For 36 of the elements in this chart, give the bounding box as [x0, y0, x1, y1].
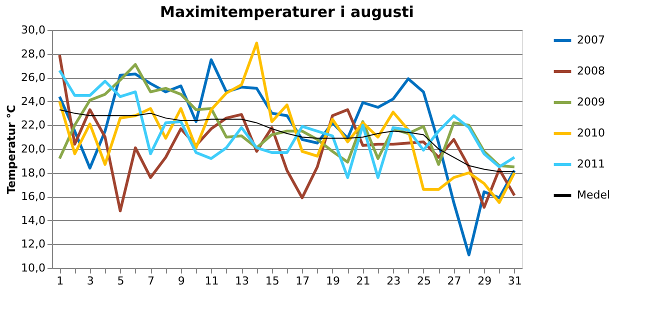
x-tick-label: 11: [204, 274, 219, 288]
x-tick-label: 21: [356, 274, 370, 288]
y-tick-label: 10,0: [21, 262, 46, 274]
x-tick-label: 3: [86, 274, 94, 288]
x-tick-label: 17: [296, 274, 310, 288]
x-tick-label: 19: [326, 274, 340, 288]
x-tick-label: 27: [447, 274, 462, 288]
x-tick-label: 7: [148, 274, 155, 288]
chart-title: Maximitemperaturer i augusti: [160, 3, 414, 21]
x-tick-label: 31: [508, 274, 522, 288]
line-series: [59, 109, 515, 172]
y-tick-label: 24,0: [21, 94, 46, 108]
y-tick-label: 26,0: [21, 71, 46, 84]
y-tick-label: 14,0: [21, 214, 46, 227]
y-tick-label: 12,0: [21, 238, 46, 251]
y-tick-label: 28,0: [21, 47, 46, 60]
legend-label: Medel: [577, 188, 610, 202]
x-tick-label: 13: [235, 274, 250, 288]
y-tick-label: 16,0: [21, 190, 46, 204]
legend-label: 2009: [577, 96, 605, 108]
legend-label: 2008: [577, 64, 605, 78]
legend-label: 2010: [577, 126, 605, 140]
y-tick-label: 18,0: [21, 166, 46, 180]
x-tick-label: 25: [416, 274, 431, 288]
x-tick-label: 15: [265, 274, 280, 288]
x-tick-label: 5: [117, 274, 124, 288]
y-tick-label: 30,0: [21, 24, 46, 36]
legend-label: 2007: [577, 34, 605, 46]
y-tick-label: 20,0: [21, 142, 46, 156]
x-tick-label: 29: [478, 274, 492, 288]
legend-label: 2011: [577, 158, 605, 170]
x-tick-label: 1: [56, 274, 64, 288]
x-tick-label: 9: [178, 274, 185, 288]
y-axis-title: Temperatur °C: [5, 104, 18, 194]
x-tick-label: 23: [386, 274, 401, 288]
y-tick-label: 22,0: [21, 118, 46, 132]
